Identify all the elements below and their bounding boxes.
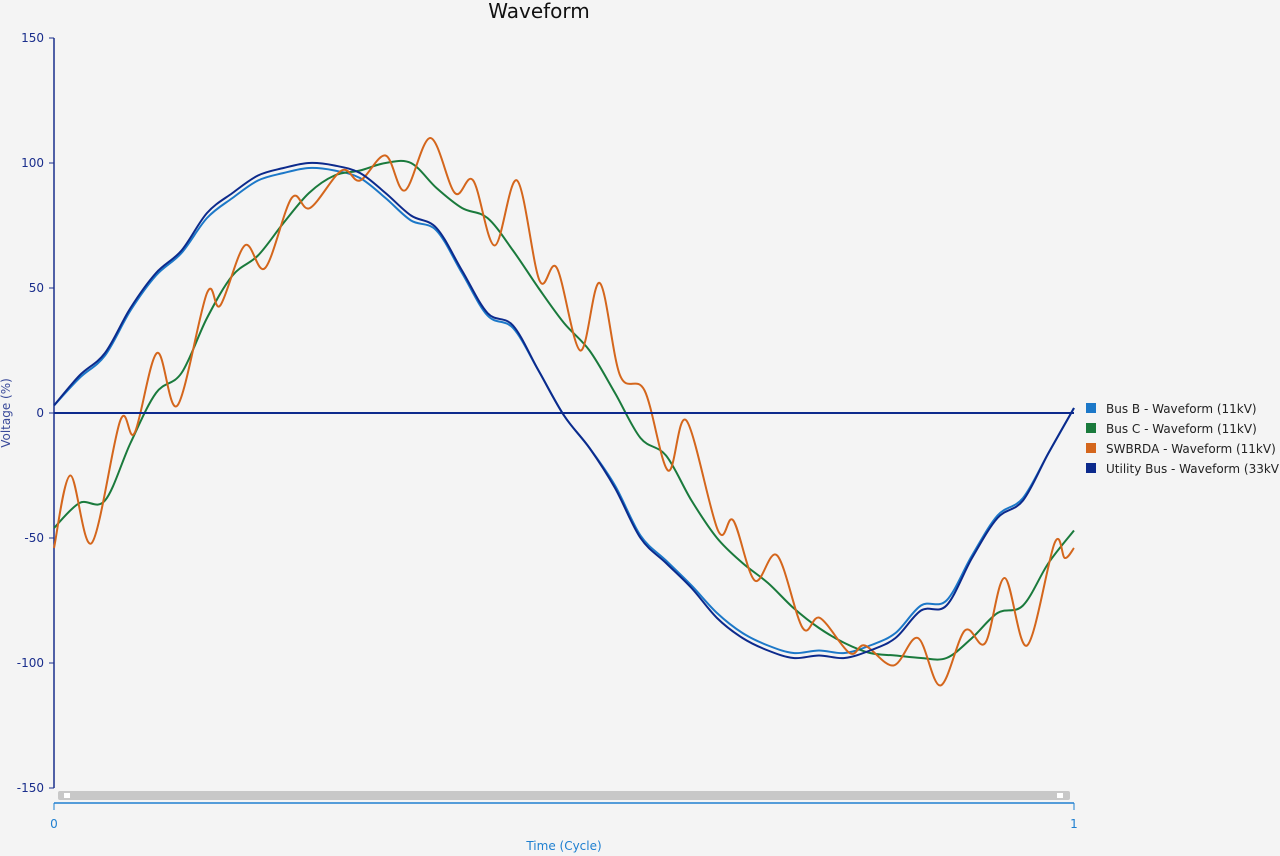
y-tick-label: -100	[17, 656, 44, 670]
x-tick-label: 1	[1070, 817, 1078, 831]
y-tick-label: -150	[17, 781, 44, 795]
legend-swatch	[1086, 463, 1096, 473]
legend-label: Utility Bus - Waveform (33kV)	[1106, 462, 1280, 476]
y-tick-label: -50	[24, 531, 44, 545]
y-tick-label: 50	[29, 281, 44, 295]
legend: Bus B - Waveform (11kV) Bus C - Waveform …	[1086, 402, 1280, 476]
plot-area	[53, 136, 1075, 687]
legend-swatch	[1086, 403, 1096, 413]
legend-swatch	[1086, 423, 1096, 433]
y-tick-label: 0	[36, 406, 44, 420]
legend-swatch	[1086, 443, 1096, 453]
y-tick-label: 150	[21, 31, 44, 45]
scrollbar[interactable]	[58, 791, 1070, 800]
x-axis-label: Time (Cycle)	[525, 839, 601, 853]
chart-title: Waveform	[488, 0, 590, 23]
y-tick-label: 100	[21, 156, 44, 170]
x-tick-label: 0	[50, 817, 58, 831]
scroll-handle[interactable]	[1057, 793, 1063, 798]
scroll-handle[interactable]	[64, 793, 70, 798]
legend-label: SWBRDA - Waveform (11kV)	[1106, 442, 1276, 456]
legend-label: Bus B - Waveform (11kV)	[1106, 402, 1257, 416]
y-axis-label: Voltage (%)	[0, 378, 13, 448]
series-line	[53, 136, 1075, 687]
series-line	[53, 161, 1075, 660]
legend-label: Bus C - Waveform (11kV)	[1106, 422, 1257, 436]
